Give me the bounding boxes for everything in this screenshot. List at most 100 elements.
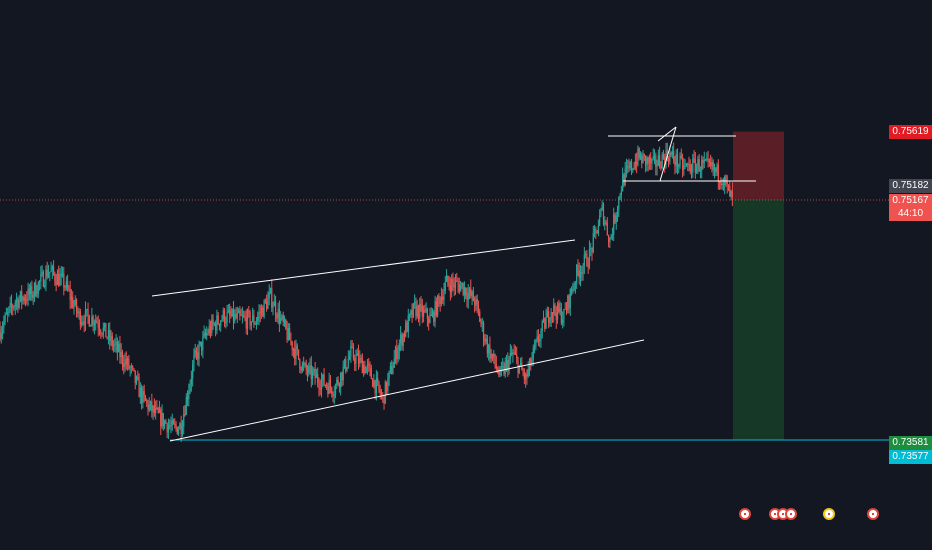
candle-body (577, 264, 579, 271)
candle-body (472, 291, 474, 302)
candle-body (356, 353, 358, 356)
candle-body (585, 253, 587, 255)
candle-body (323, 374, 325, 386)
candle-body (244, 316, 246, 318)
candle-body (86, 309, 88, 311)
candle-body (480, 321, 482, 324)
candle-body (430, 314, 432, 316)
candle-body (272, 306, 274, 308)
candle-body (169, 425, 171, 427)
candle-body (698, 159, 700, 172)
candle-body (675, 153, 677, 166)
candle-body (40, 274, 42, 282)
candle-body (560, 308, 562, 324)
candle-body (648, 157, 651, 164)
candle-body (351, 346, 353, 348)
candle-body (533, 345, 536, 348)
candle-body (317, 374, 319, 383)
candle-body (718, 181, 721, 183)
candle-body (306, 369, 309, 374)
candle-body (486, 338, 488, 354)
candle-body (240, 314, 242, 316)
candle-body (637, 148, 639, 166)
candle-body (89, 325, 92, 327)
candle-body (674, 160, 676, 166)
candle-body (717, 164, 719, 182)
candle-body (342, 366, 344, 381)
candle-body (112, 345, 115, 347)
candle-body (582, 266, 584, 274)
candle-body (411, 310, 413, 317)
candle-body (396, 347, 398, 360)
candle-body (435, 301, 437, 316)
candle-body (138, 379, 140, 398)
candle-body (155, 407, 157, 413)
candle-body (540, 330, 542, 340)
candle-body (149, 401, 152, 405)
candle-body (414, 301, 416, 304)
candle-body (452, 278, 454, 284)
candle-body (46, 269, 48, 278)
event-flag-icon[interactable] (867, 508, 879, 520)
candle-body (504, 363, 506, 375)
candle-body (586, 253, 588, 267)
candle-body (519, 362, 522, 366)
candle-body (340, 372, 342, 387)
candle-body (185, 397, 187, 415)
candle-body (271, 288, 273, 308)
candle-body (471, 291, 473, 297)
candle-body (541, 321, 543, 331)
candle-body (437, 295, 439, 316)
event-flag-icon[interactable] (785, 508, 797, 520)
candle-body (258, 312, 260, 317)
candle-body (292, 348, 295, 351)
candle-body (130, 366, 133, 368)
candle-body (68, 288, 70, 290)
candle-body (660, 165, 662, 169)
candle-body (565, 308, 568, 311)
candle-body (488, 344, 490, 354)
candle-body (664, 157, 666, 166)
event-flag-icon[interactable] (739, 508, 751, 520)
candle-body (290, 339, 292, 342)
candle-body (614, 214, 616, 223)
candle-body (398, 343, 400, 351)
candle-body (285, 319, 287, 329)
candle-body (215, 323, 217, 331)
candle-body (567, 295, 569, 311)
candle-body (334, 384, 337, 395)
candle-body (443, 291, 445, 301)
candle-body (366, 364, 369, 368)
candle-body (449, 285, 451, 293)
candle-body (590, 248, 592, 250)
candle-body (277, 308, 279, 319)
event-flag-icon[interactable] (823, 508, 835, 520)
candle-body (537, 336, 540, 342)
candle-body (559, 308, 561, 312)
candle-body (126, 358, 129, 365)
candle-body (643, 154, 645, 156)
candle-body (56, 273, 59, 285)
candle-body (670, 152, 672, 155)
candle-body (651, 158, 653, 164)
candle-body (216, 315, 218, 331)
candle-body (489, 344, 491, 359)
candle-body (615, 215, 617, 223)
candle-body (119, 343, 121, 358)
candle-body (632, 168, 634, 171)
candle-body (291, 341, 293, 351)
candle-body (641, 155, 643, 164)
candle-body (720, 182, 722, 185)
candle-body (629, 162, 631, 168)
candle-body (87, 309, 89, 316)
candle-body (83, 321, 85, 325)
candle-body (532, 347, 534, 359)
candle-body (467, 292, 469, 300)
candle-body (536, 336, 538, 341)
drawing-lines (0, 126, 889, 442)
candle-body (727, 184, 730, 186)
candle-body (61, 273, 64, 275)
candle-body (297, 349, 300, 359)
candle-body (324, 385, 326, 387)
